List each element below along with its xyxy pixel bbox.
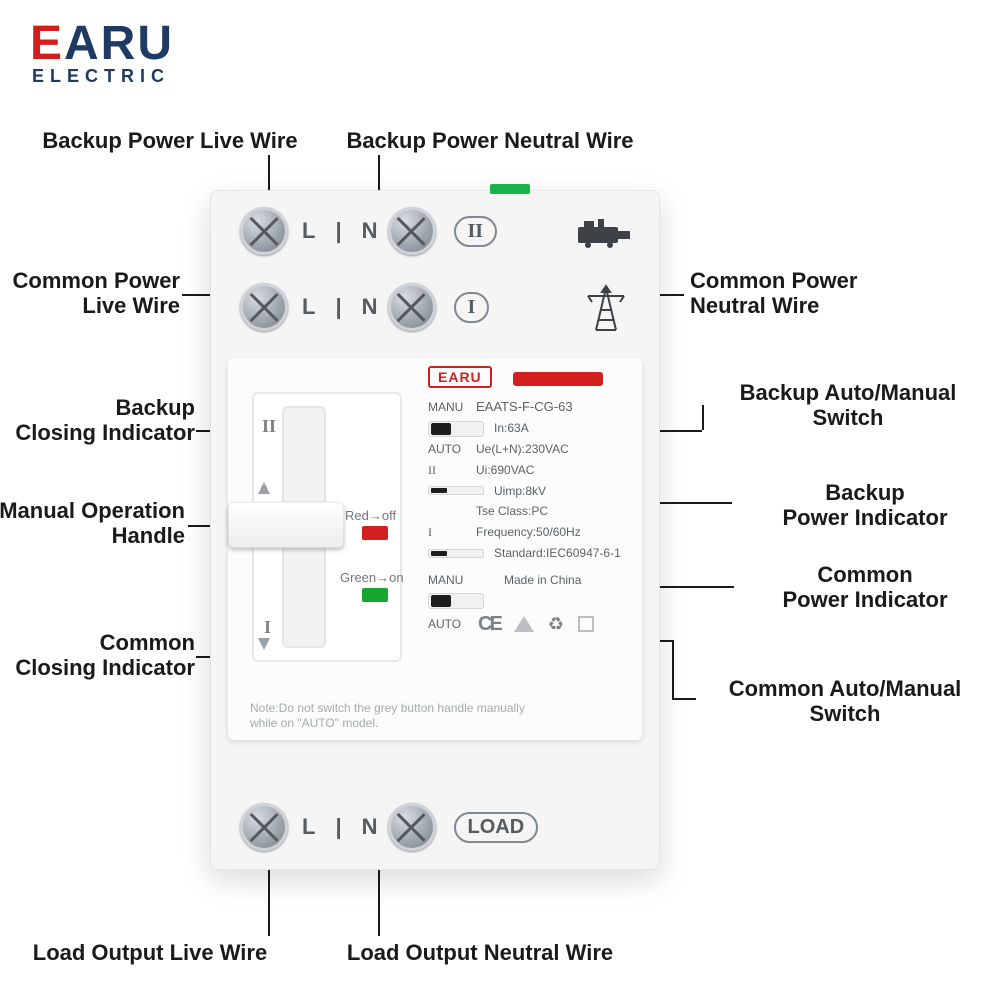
leader-line [378, 862, 380, 936]
callout-common-live: Common Power Live Wire [0, 268, 180, 319]
device-front-panel: II I Red→off Green→on EARU MANU EAATS-F-… [228, 358, 642, 740]
spec-in: In:63A [494, 420, 529, 437]
spec-tse: Tse Class:PC [476, 503, 548, 520]
led-backup-closing [362, 526, 388, 540]
din-clip [490, 184, 530, 194]
cert-icons: CE ♻ [478, 613, 594, 636]
spec-uimp: Uimp:8kV [494, 483, 546, 500]
spec-ui: Ui:690VAC [476, 462, 534, 479]
arrow-down-icon [258, 638, 270, 650]
screw-terminal[interactable] [388, 803, 436, 851]
terminal-row-backup: L | N II [210, 196, 660, 266]
spec-column: EARU MANU EAATS-F-CG-63 In:63A AUTO Ue(L… [428, 366, 630, 732]
callout-manual-handle: Manual Operation Handle [0, 498, 185, 549]
leader-line [702, 405, 704, 430]
leader-line [672, 698, 696, 700]
led-label-green: Green→on [340, 570, 404, 585]
led-common-closing [362, 588, 388, 602]
led-label-red: Red→off [345, 508, 396, 523]
row-badge-I: I [454, 292, 490, 323]
brand-logo-sub: ELECTRIC [32, 66, 174, 87]
leader-line [672, 640, 674, 698]
accent-bar [513, 372, 603, 386]
generator-icon [574, 213, 634, 249]
device-body: L | N II L | N I II I Red→off Green→on [210, 190, 660, 870]
callout-backup-switch: Backup Auto/Manual Switch [708, 380, 988, 431]
screw-terminal[interactable] [388, 207, 436, 255]
screw-terminal[interactable] [240, 283, 288, 331]
brand-logo: EARU ELECTRIC [30, 20, 174, 87]
callout-common-neutral: Common Power Neutral Wire [690, 268, 990, 319]
made-in: Made in China [504, 572, 581, 589]
callout-load-live: Load Output Live Wire [10, 940, 290, 965]
square-mark-icon [578, 616, 594, 632]
handle-area: II I Red→off Green→on [252, 392, 402, 662]
leader-line [658, 586, 734, 588]
terminal-label-L: L [302, 218, 315, 244]
brand-badge: EARU [428, 366, 492, 388]
callout-backup-closing: Backup Closing Indicator [0, 395, 195, 446]
common-auto-manual-switch[interactable] [428, 593, 484, 609]
warning-note: Note:Do not switch the grey button handl… [250, 701, 620, 732]
spec-std: Standard:IEC60947-6-1 [494, 545, 621, 562]
recycle-icon: ♻ [548, 614, 564, 635]
arrow-up-icon [258, 482, 270, 494]
backup-auto-manual-switch[interactable] [428, 421, 484, 437]
ce-mark-icon: CE [478, 613, 500, 636]
triangle-icon [514, 616, 534, 632]
terminal-label-N: N [362, 218, 378, 244]
spec-freq: Frequency:50/60Hz [476, 524, 581, 541]
terminal-row-common: L | N I [210, 272, 660, 342]
scale-mark-I: I [264, 617, 271, 638]
leader-line [268, 862, 270, 936]
manual-operation-handle[interactable] [228, 502, 344, 548]
backup-power-indicator [428, 486, 484, 495]
terminal-row-load: L | N LOAD [210, 792, 660, 862]
scale-mark-II: II [262, 416, 276, 437]
callout-common-closing: Common Closing Indicator [0, 630, 195, 681]
callout-common-switch: Common Auto/Manual Switch [700, 676, 990, 727]
model-number: EAATS-F-CG-63 [476, 398, 573, 416]
common-power-indicator [428, 549, 484, 558]
callout-common-indicator: Common Power Indicator [740, 562, 990, 613]
screw-terminal[interactable] [240, 803, 288, 851]
power-pylon-icon [578, 282, 634, 332]
row-badge-II: II [454, 216, 498, 247]
callout-backup-live: Backup Power Live Wire [40, 128, 300, 153]
screw-terminal[interactable] [240, 207, 288, 255]
callout-load-neutral: Load Output Neutral Wire [320, 940, 640, 965]
brand-logo-main: EARU [30, 20, 174, 68]
screw-terminal[interactable] [388, 283, 436, 331]
row-badge-load: LOAD [454, 812, 539, 843]
callout-backup-indicator: Backup Power Indicator [740, 480, 990, 531]
callout-backup-neutral: Backup Power Neutral Wire [340, 128, 640, 153]
spec-ue: Ue(L+N):230VAC [476, 441, 569, 458]
